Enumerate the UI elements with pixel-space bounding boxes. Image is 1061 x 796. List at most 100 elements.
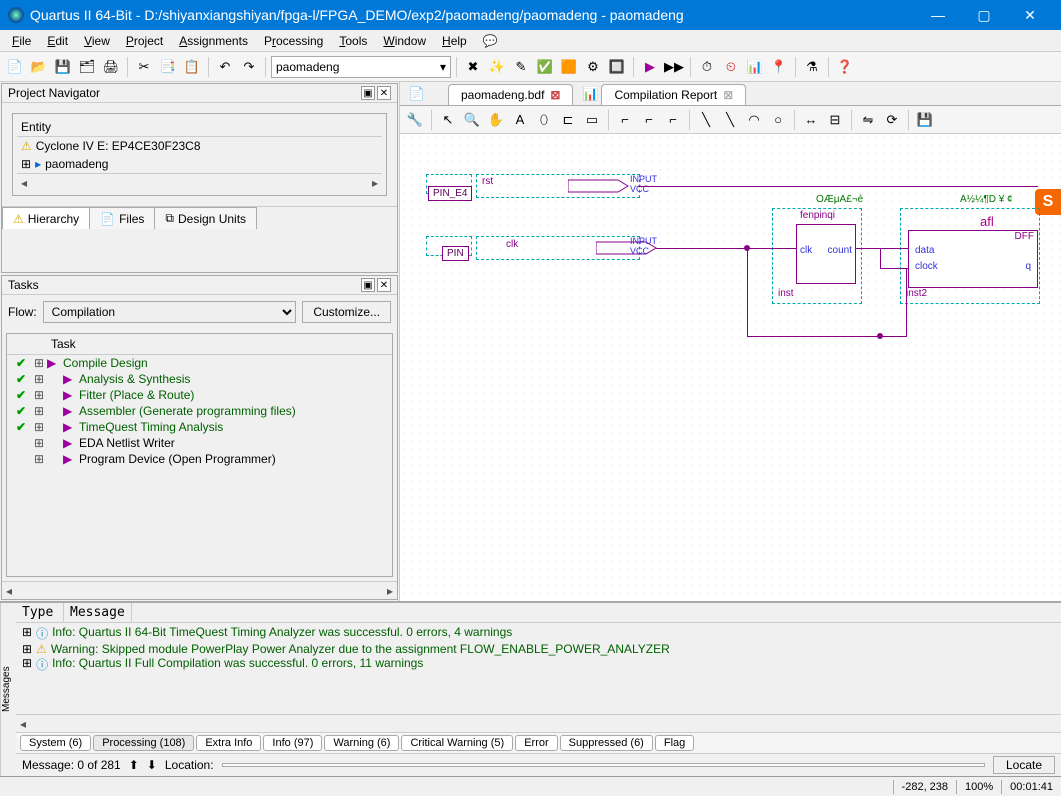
panel-close-icon[interactable]: ✕ (377, 86, 391, 100)
message-tab[interactable]: Error (515, 735, 557, 751)
minimize-button[interactable]: — (915, 0, 961, 30)
menu-project[interactable]: Project (118, 32, 171, 50)
menu-assignments[interactable]: Assignments (171, 32, 256, 50)
pin-icon[interactable]: 📍 (768, 56, 790, 78)
tab-design-units[interactable]: ⧉Design Units (154, 207, 257, 229)
run-icon[interactable]: ▶ (639, 56, 661, 78)
task-row[interactable]: ✔⊞▶Analysis & Synthesis (7, 371, 392, 387)
message-row[interactable]: ⊞ⓘInfo: Quartus II 64-Bit TimeQuest Timi… (22, 625, 1055, 642)
report-icon[interactable]: 📊 (744, 56, 766, 78)
hand-icon[interactable]: ✋ (485, 109, 507, 131)
scroll-left-icon[interactable]: ◂ (21, 176, 27, 190)
message-row[interactable]: ⊞ⓘInfo: Quartus II Full Compilation was … (22, 656, 1055, 673)
prev-msg-icon[interactable]: ⬆ (129, 758, 139, 772)
tool-x-icon[interactable]: ✖ (462, 56, 484, 78)
device-row[interactable]: ⚠ Cyclone IV E: EP4CE30F23C8 (17, 137, 382, 155)
customize-button[interactable]: Customize... (302, 301, 391, 323)
task-row[interactable]: ⊞▶EDA Netlist Writer (7, 435, 392, 451)
message-list[interactable]: ⊞ⓘInfo: Quartus II 64-Bit TimeQuest Timi… (16, 623, 1061, 714)
block-fenpinqi[interactable]: clk count (796, 224, 856, 284)
save-icon[interactable]: 💾 (52, 56, 74, 78)
undo-icon[interactable]: ↶ (214, 56, 236, 78)
message-tab[interactable]: Flag (655, 735, 694, 751)
diag-icon[interactable]: ╲ (695, 109, 717, 131)
saveall-icon[interactable]: 🗂 (76, 56, 98, 78)
stop-icon[interactable]: ▶▶ (663, 56, 685, 78)
open-icon[interactable]: 📂 (28, 56, 50, 78)
partial-icon[interactable]: ⊟ (824, 109, 846, 131)
pointer-icon[interactable]: ↖ (437, 109, 459, 131)
scroll-left-icon[interactable]: ◂ (6, 584, 12, 598)
menu-processing[interactable]: Processing (256, 32, 331, 50)
scroll-left-icon[interactable]: ◂ (20, 717, 26, 731)
tab-bdf[interactable]: paomadeng.bdf ⊠ (448, 84, 573, 105)
block-afl[interactable]: DFF data clock q (908, 230, 1038, 288)
menu-search-icon[interactable]: 💬 (475, 32, 506, 50)
project-combo[interactable]: paomadeng▾ (271, 56, 451, 78)
redo-icon[interactable]: ↷ (238, 56, 260, 78)
expand-icon[interactable]: ⊞ (21, 157, 31, 171)
menu-window[interactable]: Window (375, 32, 434, 50)
save-bdf-icon[interactable]: 💾 (914, 109, 936, 131)
message-tab[interactable]: Extra Info (196, 735, 261, 751)
location-field[interactable] (222, 763, 985, 767)
menu-tools[interactable]: Tools (331, 32, 375, 50)
tab-hierarchy[interactable]: ⚠Hierarchy (2, 207, 90, 229)
task-row[interactable]: ✔⊞▶Fitter (Place & Route) (7, 387, 392, 403)
tab-bdf-close-icon[interactable]: ⊠ (550, 88, 560, 102)
report-doc-icon[interactable]: 📊 (579, 83, 601, 105)
menu-edit[interactable]: Edit (39, 32, 76, 50)
clock-icon[interactable]: ⏲ (720, 56, 742, 78)
message-tab[interactable]: Info (97) (263, 735, 322, 751)
message-tab[interactable]: Processing (108) (93, 735, 194, 751)
tasks-float-icon[interactable]: ▣ (361, 278, 375, 292)
panel-float-icon[interactable]: ▣ (361, 86, 375, 100)
close-button[interactable]: ✕ (1007, 0, 1053, 30)
tool-chip-icon[interactable]: 🔲 (606, 56, 628, 78)
task-row[interactable]: ✔⊞▶TimeQuest Timing Analysis (7, 419, 392, 435)
arc-icon[interactable]: ◠ (743, 109, 765, 131)
tool-gears-icon[interactable]: ⚙ (582, 56, 604, 78)
bus-icon[interactable]: ⌐ (638, 109, 660, 131)
message-tab[interactable]: Warning (6) (324, 735, 399, 751)
pin-e4[interactable]: PIN_E4 (428, 186, 472, 201)
paste-icon[interactable]: 📋 (181, 56, 203, 78)
tool-wand-icon[interactable]: ✨ (486, 56, 508, 78)
tool-stamp-icon[interactable]: 🟧 (558, 56, 580, 78)
tool-check-icon[interactable]: ✅ (534, 56, 556, 78)
circle-icon[interactable]: ○ (767, 109, 789, 131)
flask-icon[interactable]: ⚗ (801, 56, 823, 78)
rotate-icon[interactable]: ⟳ (881, 109, 903, 131)
schematic-canvas[interactable]: S PIN_E4 PIN rst clk INPUT VCC INPUT (400, 134, 1061, 601)
bdf-settings-icon[interactable]: 🔧 (404, 109, 426, 131)
tab-report[interactable]: Compilation Report ⊠ (601, 84, 746, 105)
rubber-icon[interactable]: ↔ (800, 109, 822, 131)
zoom-icon[interactable]: 🔍 (461, 109, 483, 131)
menu-help[interactable]: Help (434, 32, 475, 50)
cut-icon[interactable]: ✂ (133, 56, 155, 78)
message-row[interactable]: ⊞⚠Warning: Skipped module PowerPlay Powe… (22, 642, 1055, 656)
locate-button[interactable]: Locate (993, 756, 1055, 774)
task-row[interactable]: ✔⊞▶Assembler (Generate programming files… (7, 403, 392, 419)
tool-pencil-icon[interactable]: ✎ (510, 56, 532, 78)
next-msg-icon[interactable]: ⬇ (147, 758, 157, 772)
pin-tool-icon[interactable]: ⊏ (557, 109, 579, 131)
tasks-close-icon[interactable]: ✕ (377, 278, 391, 292)
menu-view[interactable]: View (76, 32, 118, 50)
message-tab[interactable]: Critical Warning (5) (401, 735, 513, 751)
tab-report-close-icon[interactable]: ⊠ (723, 88, 733, 102)
doc-icon[interactable]: 📄 (406, 83, 428, 105)
text-icon[interactable]: A (509, 109, 531, 131)
message-tab[interactable]: Suppressed (6) (560, 735, 653, 751)
maximize-button[interactable]: ▢ (961, 0, 1007, 30)
message-tab[interactable]: System (6) (20, 735, 91, 751)
copy-icon[interactable]: 📑 (157, 56, 179, 78)
top-entity-row[interactable]: ⊞ ▸ paomadeng (17, 155, 382, 173)
flip-icon[interactable]: ⇋ (857, 109, 879, 131)
task-row[interactable]: ✔⊞▶Compile Design (7, 355, 392, 371)
print-icon[interactable]: 🖨 (100, 56, 122, 78)
new-icon[interactable]: 📄 (4, 56, 26, 78)
menu-file[interactable]: File (4, 32, 39, 50)
scroll-right-icon[interactable]: ▸ (372, 176, 378, 190)
timer-icon[interactable]: ⏱ (696, 56, 718, 78)
